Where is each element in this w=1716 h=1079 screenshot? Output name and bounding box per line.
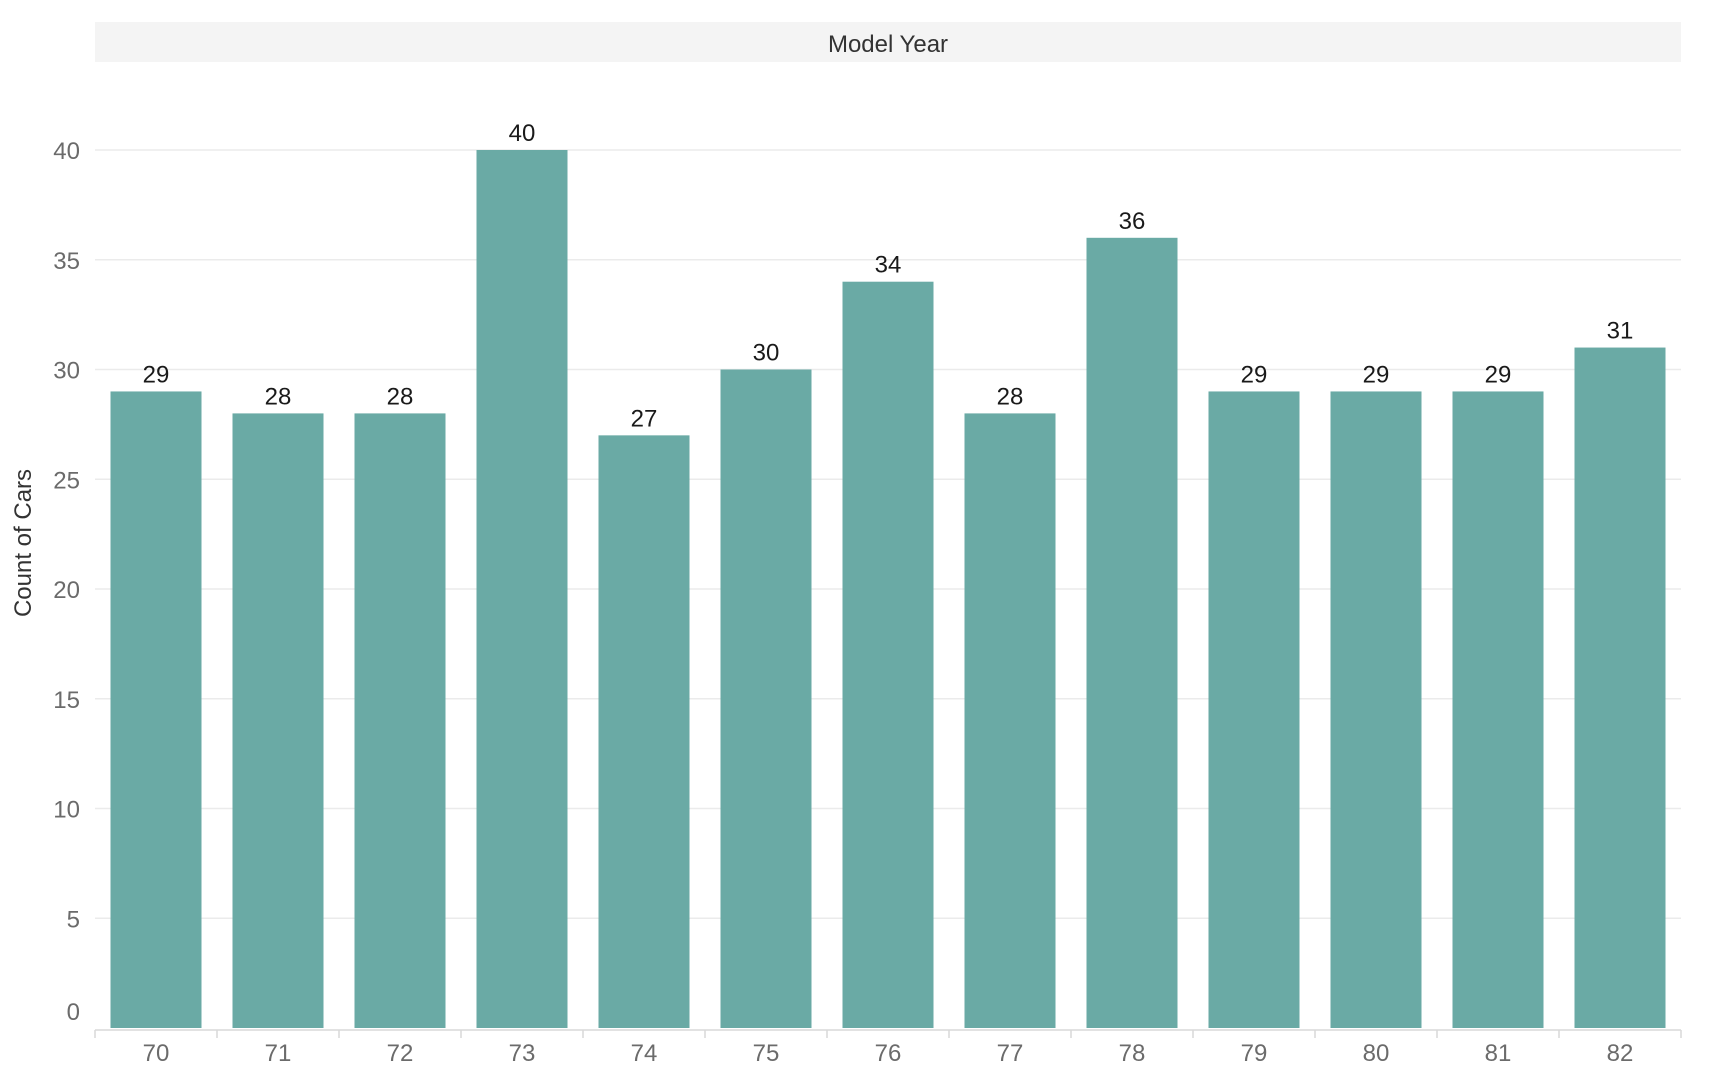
data-label-73: 40 [509,120,536,147]
bar-72 [354,413,446,1028]
data-label-75: 30 [753,340,780,367]
y-axis-title: Count of Cars [10,469,37,617]
y-tick-label: 5 [67,906,80,933]
data-label-82: 31 [1607,318,1634,345]
x-axis: 70 71 72 73 74 75 76 77 78 79 80 81 82 [94,1029,1682,1067]
y-tick-label: 40 [53,138,80,165]
x-tick-label-78: 78 [1119,1040,1146,1067]
bar-78 [1086,237,1178,1029]
data-label-78: 36 [1119,208,1146,235]
x-tick-label-77: 77 [997,1040,1024,1067]
data-label-81: 29 [1485,361,1512,388]
bar-82 [1574,347,1666,1028]
y-tick-label: 30 [53,358,80,385]
data-label-72: 28 [387,383,414,410]
x-tick-label-74: 74 [631,1040,658,1067]
x-tick-label-82: 82 [1607,1040,1634,1067]
y-tick-label: 15 [53,687,80,714]
x-tick-label-72: 72 [387,1040,414,1067]
bar-75 [720,369,812,1028]
header-title: Model Year [828,31,948,58]
header-band [95,22,1681,62]
y-tick-label: 10 [53,797,80,824]
y-tick-label: 35 [53,248,80,275]
bar-73 [476,150,568,1028]
bar-70 [110,391,202,1028]
bar-71 [232,413,324,1028]
data-label-71: 28 [265,383,292,410]
bar-74 [598,435,690,1029]
y-axis: 0 5 10 15 20 25 30 35 40 [53,138,80,1026]
x-tick-label-75: 75 [753,1040,780,1067]
data-label-70: 29 [143,361,170,388]
bar-79 [1208,391,1300,1028]
data-label-76: 34 [875,252,902,279]
data-label-77: 28 [997,383,1024,410]
x-tick-label-76: 76 [875,1040,902,1067]
x-tick-label-70: 70 [143,1040,170,1067]
y-tick-label: 0 [67,999,80,1026]
y-tick-label: 25 [53,467,80,494]
x-tick-label-81: 81 [1485,1040,1512,1067]
data-label-80: 29 [1363,361,1390,388]
data-label-74: 27 [631,405,658,432]
y-tick-label: 20 [53,577,80,604]
data-label-79: 29 [1241,361,1268,388]
bar-81 [1452,391,1544,1028]
data-labels: 29 28 28 40 27 30 34 28 36 29 29 29 31 [143,120,1634,432]
bar-76 [842,281,934,1028]
x-tick-label-73: 73 [509,1040,536,1067]
bar-77 [964,413,1056,1028]
x-tick-label-79: 79 [1241,1040,1268,1067]
bar-80 [1330,391,1422,1028]
x-tick-label-80: 80 [1363,1040,1390,1067]
bars [110,150,1666,1029]
x-tick-label-71: 71 [265,1040,292,1067]
